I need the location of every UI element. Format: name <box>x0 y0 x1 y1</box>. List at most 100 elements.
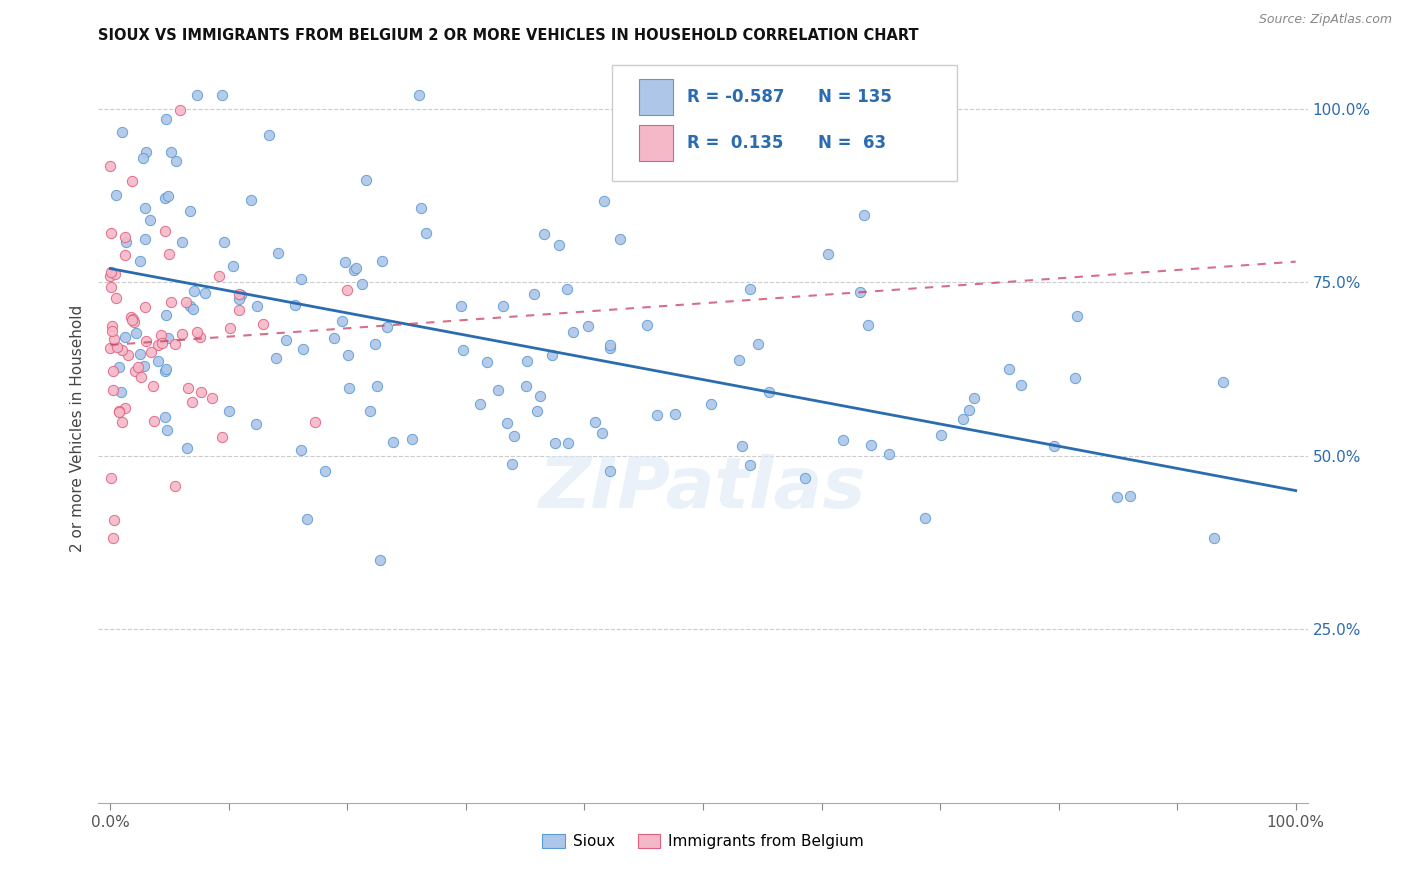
Point <box>853 208 876 222</box>
Point <box>157 188 180 202</box>
Point <box>150 336 173 351</box>
Point <box>155 362 177 376</box>
Point <box>114 248 136 262</box>
Point <box>343 263 366 277</box>
Point <box>335 254 357 268</box>
Point <box>188 330 211 344</box>
Point <box>142 378 165 392</box>
Text: R = -0.587: R = -0.587 <box>688 87 785 106</box>
Point <box>337 382 360 396</box>
Point <box>1119 489 1142 503</box>
Point <box>149 328 172 343</box>
Point <box>108 404 131 418</box>
Point <box>160 295 183 310</box>
Point <box>176 441 198 455</box>
Point <box>336 283 359 297</box>
Point <box>290 442 312 457</box>
Point <box>284 298 307 312</box>
Point <box>336 348 359 362</box>
Point <box>727 352 749 367</box>
Point <box>194 285 217 300</box>
Point <box>114 401 136 415</box>
Point <box>747 337 769 351</box>
Point <box>135 334 157 349</box>
Point <box>229 288 252 302</box>
Point <box>100 265 122 279</box>
Point <box>146 354 169 368</box>
Point <box>740 458 762 472</box>
Point <box>100 471 122 485</box>
Point <box>135 145 157 160</box>
Point <box>371 254 394 268</box>
Point <box>486 384 509 398</box>
Point <box>366 379 388 393</box>
Point <box>475 355 498 369</box>
Point <box>257 128 280 142</box>
Point <box>121 312 143 326</box>
Point <box>155 308 177 322</box>
Point <box>831 434 853 448</box>
Point <box>111 415 134 429</box>
Point <box>156 330 179 344</box>
Point <box>221 259 243 273</box>
Point <box>1107 490 1129 504</box>
Point <box>330 314 353 328</box>
Text: SIOUX VS IMMIGRANTS FROM BELGIUM 2 OR MORE VEHICLES IN HOUSEHOLD CORRELATION CHA: SIOUX VS IMMIGRANTS FROM BELGIUM 2 OR MO… <box>98 28 920 43</box>
Point <box>352 277 374 292</box>
Point <box>108 359 131 374</box>
Point <box>599 337 621 351</box>
Point <box>211 88 233 103</box>
Point <box>131 370 153 384</box>
Point <box>998 362 1021 376</box>
Point <box>591 426 613 441</box>
Point <box>541 348 564 362</box>
Point <box>103 513 125 527</box>
Point <box>100 280 122 294</box>
Point <box>1042 439 1064 453</box>
Point <box>526 404 548 418</box>
Point <box>170 326 193 341</box>
Point <box>134 201 156 215</box>
Point <box>496 416 519 430</box>
Point <box>157 247 180 261</box>
Point <box>529 389 551 403</box>
Point <box>555 282 578 296</box>
Point <box>101 364 124 378</box>
Text: N = 135: N = 135 <box>818 87 891 106</box>
Point <box>239 193 262 207</box>
Point <box>599 464 621 478</box>
Point <box>609 232 631 246</box>
Y-axis label: 2 or more Vehicles in Household: 2 or more Vehicles in Household <box>70 304 86 552</box>
Point <box>491 299 513 313</box>
Point <box>114 235 136 249</box>
Point <box>914 510 936 524</box>
Point <box>963 392 986 406</box>
Point <box>114 230 136 244</box>
Point <box>228 292 250 306</box>
Point <box>111 125 134 139</box>
Point <box>515 379 537 393</box>
Bar <box>638 78 673 115</box>
Point <box>105 188 128 202</box>
Point <box>245 417 267 431</box>
Point <box>408 88 430 103</box>
Point <box>297 512 319 526</box>
Point <box>208 269 231 284</box>
Point <box>344 260 367 275</box>
Point <box>664 408 686 422</box>
Point <box>879 447 901 461</box>
Point <box>264 351 287 365</box>
Point <box>127 359 149 374</box>
Point <box>134 300 156 314</box>
Point <box>450 299 472 313</box>
Point <box>290 272 312 286</box>
Point <box>103 532 125 546</box>
Point <box>129 347 152 361</box>
Point <box>1010 378 1032 392</box>
Point <box>179 204 201 219</box>
Point <box>314 464 336 478</box>
Point <box>516 354 538 368</box>
Point <box>176 381 198 395</box>
Point <box>153 191 176 205</box>
Point <box>292 342 315 356</box>
